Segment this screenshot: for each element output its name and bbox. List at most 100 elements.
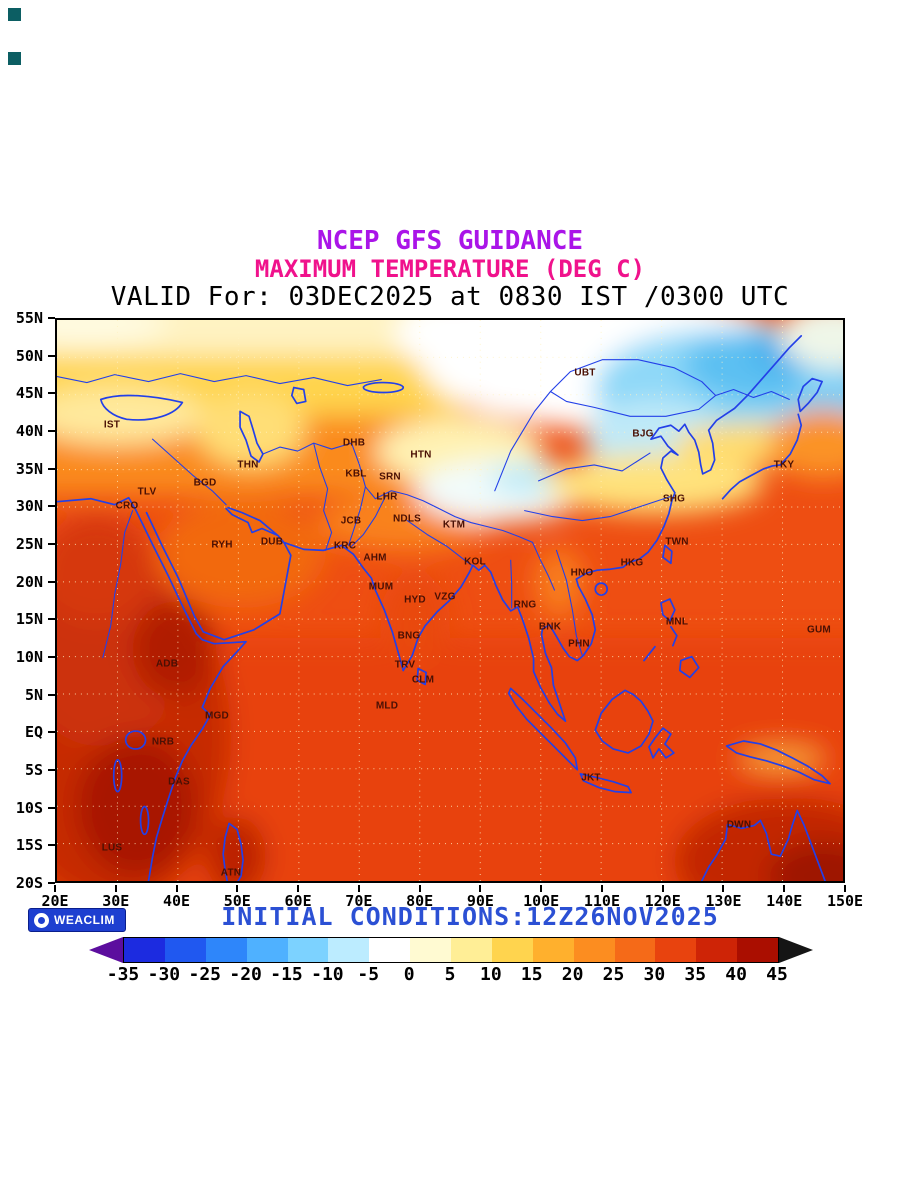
station-label-jcb: JCB xyxy=(340,515,362,527)
colorbar-tick-5: 5 xyxy=(444,964,456,985)
lon-tick xyxy=(661,885,664,892)
coastline-maritime-australia xyxy=(507,598,831,881)
station-label-clm: CLM xyxy=(411,674,435,686)
weaclim-logo-icon xyxy=(34,912,49,928)
lake-balkhash xyxy=(362,381,405,394)
lon-tick xyxy=(722,885,725,892)
station-label-kbl: KBL xyxy=(345,468,367,480)
lat-tick xyxy=(48,693,55,696)
lat-axis: 55N 50N 45N 40N 35N 30N 25N 20N 15N 10N 5N EQ 5S 10S 1… xyxy=(0,309,55,892)
colorbar-tick--15: -15 xyxy=(270,964,303,985)
colorbar-tick-25: 25 xyxy=(602,964,625,985)
lon-tick xyxy=(844,885,846,892)
station-label-adb: ADB xyxy=(155,658,179,670)
lat-tick xyxy=(48,806,55,809)
colorbar-tick--20: -20 xyxy=(229,964,262,985)
station-label-atn: ATN xyxy=(220,867,242,879)
coastline-south-asia xyxy=(340,544,597,722)
lat-tick xyxy=(48,317,55,319)
lon-label-90e: 90E xyxy=(466,892,494,910)
lat-tick xyxy=(48,354,55,357)
initial-conditions: INITIAL CONDITIONS:12Z26NOV2025 xyxy=(221,902,719,931)
station-label-ubt: UBT xyxy=(574,367,596,379)
colorbar-segment xyxy=(328,938,370,962)
lat-label-40n: 40N xyxy=(15,422,43,440)
station-label-phn: PHN xyxy=(568,638,590,650)
station-label-nrb: NRB xyxy=(151,736,175,748)
lake-victoria xyxy=(124,730,147,750)
lon-label-20e: 20E xyxy=(41,892,69,910)
station-label-ahm: AHM xyxy=(363,552,387,564)
colorbar-arrow-left xyxy=(89,937,123,963)
colorbar-segment xyxy=(164,938,206,962)
station-label-lhr: LHR xyxy=(376,491,398,503)
station-label-ndls: NDLS xyxy=(392,513,422,525)
station-label-dwn: DWN xyxy=(726,819,752,831)
station-label-srn: SRN xyxy=(379,471,401,483)
colorbar-segments xyxy=(123,937,779,963)
lon-tick xyxy=(54,885,56,892)
lat-label-5s: 5S xyxy=(24,761,43,779)
colorbar-tick-15: 15 xyxy=(520,964,543,985)
island-hainan xyxy=(594,582,609,596)
lake-tanganyika xyxy=(112,759,123,793)
lat-tick xyxy=(48,618,55,621)
station-label-bng: BNG xyxy=(397,630,421,642)
colorbar-segment xyxy=(246,938,288,962)
station-label-hno: HNO xyxy=(570,567,594,579)
colorbar-tick-45: 45 xyxy=(766,964,788,985)
lon-label-140e: 140E xyxy=(766,892,803,910)
colorbar-segment xyxy=(573,938,615,962)
lon-label-150e: 150E xyxy=(826,892,864,910)
lat-tick xyxy=(48,769,55,771)
map-frame: IST THN DHB HTN UBT BJG TKY TLV BGD CRO KBL SRN LHR S… xyxy=(55,318,845,883)
lat-tick xyxy=(48,505,55,508)
lon-tick xyxy=(236,885,239,892)
lat-tick xyxy=(48,467,55,470)
lon-axis: 20E 30E 40E 50E 60E 70E 80E 90E 100E 110E 120E 130E… xyxy=(41,885,863,911)
coastline-lakes xyxy=(99,386,307,463)
lon-tick xyxy=(479,885,482,892)
colorbar-arrow-right xyxy=(779,937,813,963)
colorbar-tick-20: 20 xyxy=(561,964,584,985)
lon-label-60e: 60E xyxy=(284,892,312,910)
station-label-ktm: KTM xyxy=(442,519,466,531)
colorbar-tick-35: 35 xyxy=(684,964,707,985)
colorbar-segment xyxy=(737,938,778,962)
colorbar-tick--30: -30 xyxy=(147,964,181,985)
station-label-mum: MUM xyxy=(368,581,394,593)
lon-tick xyxy=(783,885,786,892)
colorbar-tick-30: 30 xyxy=(643,964,666,985)
border-group xyxy=(57,359,790,659)
lat-tick xyxy=(48,844,55,847)
map-graphic xyxy=(57,320,843,881)
station-label-thn: THN xyxy=(237,459,259,471)
lat-label-eq: EQ xyxy=(24,723,43,742)
lat-tick xyxy=(48,392,55,395)
colorbar-tick--10: -10 xyxy=(311,964,344,985)
colorbar-tick--25: -25 xyxy=(188,964,222,985)
station-label-bnk: BNK xyxy=(538,621,562,633)
station-label-mld: MLD xyxy=(375,700,399,712)
lon-tick xyxy=(114,885,117,892)
colorbar-segment xyxy=(205,938,247,962)
lon-label-70e: 70E xyxy=(345,892,373,910)
border-lines xyxy=(57,359,790,591)
lon-tick xyxy=(600,885,603,892)
station-label-gum: GUM xyxy=(807,624,831,636)
lon-label-40e: 40E xyxy=(162,892,191,910)
decor-square-top xyxy=(8,8,21,21)
lat-label-5n: 5N xyxy=(24,685,43,704)
colorbar-segment xyxy=(287,938,329,962)
station-label-cro: CRO xyxy=(115,500,139,512)
lat-label-15n: 15N xyxy=(15,610,43,629)
station-label-bjg: BJG xyxy=(632,428,654,440)
station-label-htn: HTN xyxy=(410,449,432,461)
station-label-tky: TKY xyxy=(773,459,795,471)
colorbar-tick--5: -5 xyxy=(357,964,380,985)
station-label-dhb: DHB xyxy=(342,437,366,449)
lon-label-50e: 50E xyxy=(223,892,251,910)
colorbar-segment xyxy=(124,938,165,962)
station-label-hkg: HKG xyxy=(620,557,644,569)
colorbar-segment xyxy=(655,938,697,962)
